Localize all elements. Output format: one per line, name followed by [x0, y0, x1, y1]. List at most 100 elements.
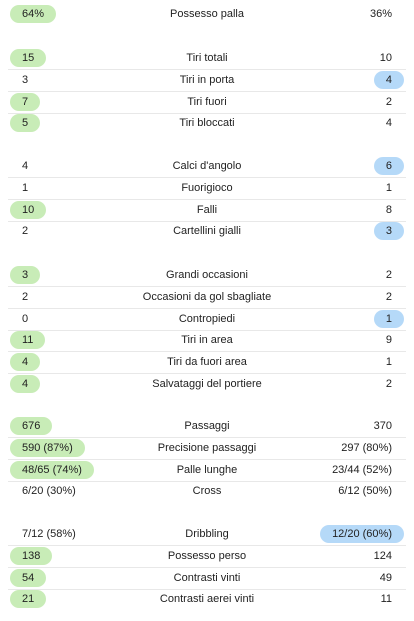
home-value: 0	[22, 312, 29, 325]
home-value-cell: 2	[10, 287, 40, 308]
away-value: 11	[380, 593, 392, 606]
away-value-cell: 6	[373, 156, 404, 177]
stat-label: Passaggi	[184, 420, 230, 432]
stat-row: Passaggi 676 370	[8, 416, 406, 438]
away-value-cell: 3	[373, 221, 404, 242]
away-value-cell: 10	[368, 48, 404, 69]
stat-row: Palle lunghe 48/65 (74%) 23/44 (52%)	[8, 460, 406, 482]
home-value: 64%	[10, 5, 57, 23]
away-value-cell: 1	[374, 178, 404, 199]
stat-label: Contropiedi	[178, 312, 236, 325]
away-value: 23/44 (52%)	[332, 463, 392, 476]
away-value-cell: 23/44 (52%)	[320, 460, 404, 481]
stat-row: Cartellini gialli 2 3	[8, 221, 406, 242]
stat-label: Possesso palla	[170, 8, 244, 20]
away-value-cell: 12/20 (60%)	[320, 524, 404, 545]
stat-label: Possesso perso	[167, 549, 247, 562]
home-value: 590 (87%)	[10, 438, 85, 457]
home-value: 21	[10, 590, 47, 609]
away-value-cell: 2	[374, 287, 404, 308]
home-value-cell: 138	[10, 546, 53, 567]
away-value-cell: 36%	[358, 4, 404, 25]
stat-row: Precisione passaggi 590 (87%) 297 (80%)	[8, 438, 406, 460]
home-value-cell: 64%	[10, 4, 57, 25]
stat-row: Falli 10 8	[8, 200, 406, 222]
away-value-cell: 1	[374, 352, 404, 373]
stat-row: Grandi occasioni 3 2	[8, 265, 406, 287]
stat-row: Contropiedi 0 1	[8, 309, 406, 331]
away-value-cell: 124	[362, 546, 404, 567]
home-value: 3	[10, 266, 41, 284]
stat-label: Palle lunghe	[176, 463, 238, 476]
stat-label: Tiri fuori	[187, 95, 227, 108]
away-value-cell: 8	[374, 200, 404, 221]
home-value: 2	[22, 225, 29, 238]
stat-label: Tiri da fuori area	[167, 356, 247, 369]
stat-label: Grandi occasioni	[166, 269, 248, 281]
away-value: 12/20 (60%)	[320, 525, 404, 543]
stat-label: Contrasti aerei vinti	[159, 593, 255, 606]
home-value-cell: 21	[10, 589, 47, 610]
home-value: 10	[10, 200, 47, 219]
away-value: 3	[373, 222, 404, 241]
stat-label: Falli	[196, 203, 218, 216]
home-value-cell: 676	[10, 416, 53, 437]
away-value: 370	[373, 420, 392, 432]
away-value-cell: 1	[373, 309, 404, 330]
away-value: 124	[373, 549, 392, 562]
home-value: 3	[22, 73, 29, 86]
away-value-cell: 4	[373, 70, 404, 91]
home-value-cell: 48/65 (74%)	[10, 460, 94, 481]
away-value: 2	[385, 378, 392, 390]
stat-row: Occasioni da gol sbagliate 2 2	[8, 287, 406, 309]
away-value-cell: 2	[374, 92, 404, 113]
away-value-cell: 2	[374, 265, 404, 286]
home-value: 138	[10, 546, 53, 565]
away-value-cell: 4	[374, 113, 404, 134]
away-value: 36%	[369, 8, 392, 20]
away-value-cell: 11	[369, 589, 404, 610]
stat-label: Tiri totali	[186, 52, 228, 64]
away-value: 9	[385, 334, 392, 347]
away-value: 10	[379, 52, 392, 64]
away-value: 4	[373, 70, 404, 89]
stat-label: Precisione passaggi	[157, 441, 257, 454]
home-value-cell: 5	[10, 113, 41, 134]
stat-row: Tiri fuori 7 2	[8, 92, 406, 114]
home-value: 676	[10, 417, 53, 435]
stat-row: Tiri bloccati 5 4	[8, 113, 406, 134]
stat-label: Contrasti vinti	[173, 571, 241, 584]
away-value: 297 (80%)	[341, 441, 392, 454]
stat-label: Calci d'angolo	[172, 160, 242, 172]
home-value-cell: 54	[10, 568, 47, 589]
home-value: 48/65 (74%)	[10, 460, 94, 479]
home-value-cell: 4	[10, 374, 41, 395]
stat-label: Tiri in porta	[179, 73, 235, 86]
stat-row: Cross 6/20 (30%) 6/12 (50%)	[8, 481, 406, 502]
stat-label: Salvataggi del portiere	[152, 378, 262, 390]
stat-row: Tiri totali 15 10	[8, 48, 406, 70]
stat-row: Salvataggi del portiere 4 2	[8, 374, 406, 395]
home-value-cell: 7	[10, 92, 41, 113]
stat-row: Dribbling 7/12 (58%) 12/20 (60%)	[8, 524, 406, 546]
away-value-cell: 6/12 (50%)	[326, 481, 404, 502]
home-value-cell: 590 (87%)	[10, 438, 85, 459]
stat-row: Contrasti aerei vinti 21 11	[8, 589, 406, 610]
stat-label: Fuorigioco	[181, 181, 233, 194]
home-value-cell: 3	[10, 265, 41, 286]
stat-label: Cartellini gialli	[173, 225, 241, 238]
home-value: 7	[10, 92, 41, 111]
home-value-cell: 11	[10, 330, 46, 351]
home-value-cell: 4	[10, 352, 41, 373]
home-value: 1	[22, 181, 29, 194]
home-value-cell: 1	[10, 178, 40, 199]
stat-row: Fuorigioco 1 1	[8, 178, 406, 200]
away-value: 4	[385, 117, 392, 130]
stat-row: Contrasti vinti 54 49	[8, 568, 406, 590]
home-value: 4	[10, 353, 41, 372]
home-value: 15	[10, 49, 47, 67]
stat-row: Tiri da fuori area 4 1	[8, 352, 406, 375]
away-value: 2	[385, 95, 392, 108]
away-value: 1	[385, 181, 392, 194]
